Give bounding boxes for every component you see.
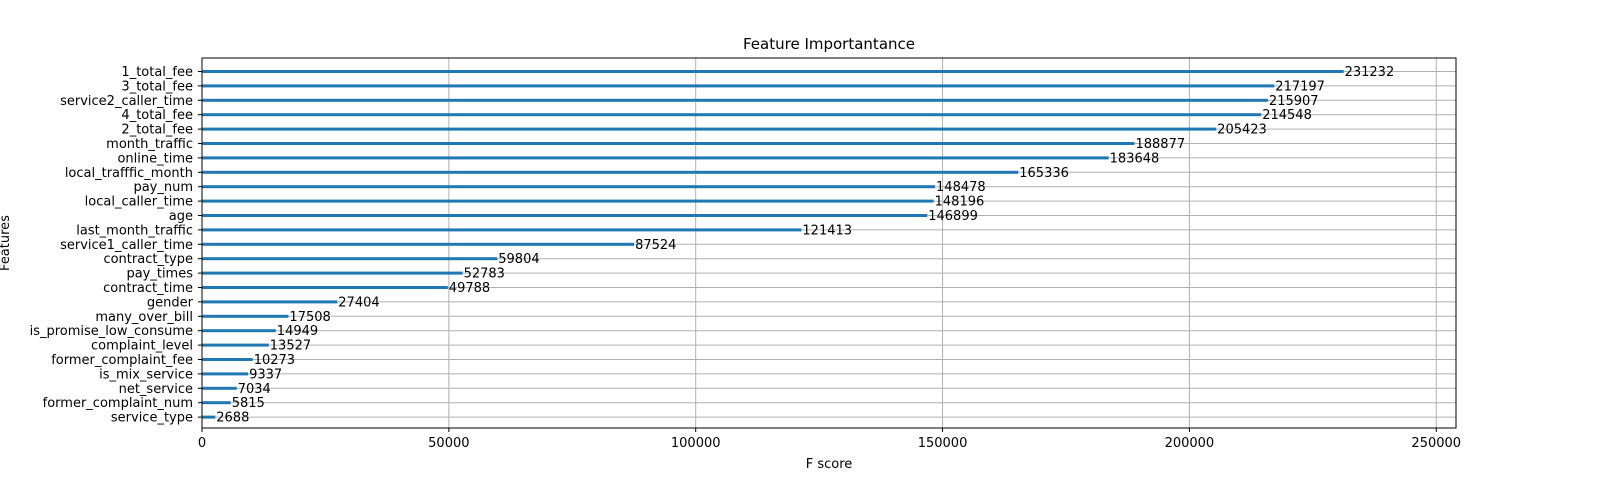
- y-tick-label: gender: [147, 295, 194, 310]
- y-axis: 1_total_fee3_total_feeservice2_caller_ti…: [30, 65, 202, 426]
- y-tick-label: is_promise_low_consume: [30, 324, 193, 339]
- chart-title: Feature Importantance: [743, 35, 915, 53]
- bar: [202, 199, 934, 203]
- x-tick-label: 0: [198, 436, 206, 451]
- data-label: 165336: [1019, 166, 1069, 181]
- bar: [202, 156, 1109, 160]
- x-tick-label: 50000: [428, 436, 469, 451]
- bar: [202, 329, 276, 333]
- data-label: 146899: [928, 209, 978, 224]
- y-tick-label: is_mix_service: [99, 367, 193, 382]
- data-label: 52783: [464, 267, 505, 282]
- x-axis: 0 50000 100000 150000 200000 250000: [198, 428, 1461, 451]
- bar: [202, 214, 928, 217]
- y-tick-label: local_caller_time: [85, 195, 193, 210]
- data-label: 217197: [1275, 79, 1325, 94]
- data-label: 27404: [338, 295, 379, 310]
- bar: [202, 228, 802, 232]
- data-label: 214548: [1262, 108, 1312, 123]
- data-label: 148196: [935, 195, 985, 210]
- data-label: 7034: [238, 382, 271, 397]
- y-tick-label: former_complaint_num: [43, 396, 193, 411]
- bar: [202, 242, 635, 246]
- y-tick-label: month_traffic: [106, 137, 193, 152]
- bar: [202, 372, 249, 376]
- bar: [202, 170, 1019, 174]
- bar: [202, 142, 1135, 145]
- data-label: 10273: [254, 353, 295, 368]
- y-tick-label: former_complaint_fee: [51, 353, 193, 368]
- data-label: 121413: [802, 223, 852, 238]
- y-tick-label: service2_caller_time: [60, 94, 193, 109]
- y-tick-label: many_over_bill: [95, 310, 193, 325]
- data-label: 17508: [289, 310, 330, 325]
- data-label: 183648: [1110, 151, 1160, 166]
- bar: [202, 127, 1217, 131]
- bar: [202, 314, 289, 318]
- y-tick-label: 1_total_fee: [121, 65, 193, 80]
- data-label: 188877: [1135, 137, 1185, 152]
- y-tick-label: online_time: [117, 151, 193, 166]
- bar: [202, 185, 936, 189]
- bar: [202, 286, 448, 289]
- data-label: 148478: [936, 180, 986, 195]
- bar: [202, 300, 338, 304]
- y-tick-label: service_type: [111, 411, 193, 426]
- bar: [202, 84, 1275, 88]
- x-tick-label: 150000: [918, 436, 968, 451]
- data-label: 2688: [216, 411, 249, 426]
- plot-frame: [201, 57, 1457, 429]
- y-tick-label: 3_total_fee: [121, 79, 193, 94]
- bar: [202, 70, 1344, 73]
- x-axis-label: F score: [806, 457, 853, 472]
- data-label: 231232: [1345, 65, 1395, 80]
- y-axis-label: Features: [0, 215, 13, 271]
- data-label: 5815: [232, 396, 265, 411]
- y-tick-label: complaint_level: [91, 339, 193, 354]
- y-tick-label: contract_type: [103, 252, 193, 267]
- bar: [202, 98, 1268, 102]
- y-tick-label: 4_total_fee: [121, 108, 193, 123]
- data-label: 59804: [498, 252, 539, 267]
- data-label: 14949: [277, 324, 318, 339]
- data-label: 13527: [270, 339, 311, 354]
- y-tick-label: pay_num: [133, 180, 193, 195]
- y-tick-label: net_service: [119, 382, 193, 397]
- x-tick-label: 100000: [671, 436, 721, 451]
- y-tick-label: service1_caller_time: [60, 238, 193, 253]
- data-label: 9337: [249, 367, 282, 382]
- data-label: 215907: [1269, 94, 1319, 109]
- y-tick-label: pay_times: [126, 267, 193, 282]
- bar: [202, 257, 498, 261]
- x-tick-label: 200000: [1165, 436, 1215, 451]
- bars: [202, 70, 1344, 419]
- bar: [202, 386, 237, 390]
- y-tick-label: contract_time: [103, 281, 193, 296]
- y-tick-label: last_month_traffic: [76, 223, 193, 238]
- bar: [202, 113, 1262, 117]
- x-tick-label: 250000: [1411, 436, 1461, 451]
- y-tick-label: local_trafffic_month: [65, 166, 193, 181]
- data-label: 205423: [1217, 123, 1267, 138]
- bar: [202, 271, 463, 275]
- bar: [202, 343, 269, 347]
- data-label: 49788: [449, 281, 490, 296]
- data-label: 87524: [635, 238, 676, 253]
- bar: [202, 358, 253, 361]
- bar: [202, 415, 216, 419]
- y-tick-label: 2_total_fee: [121, 123, 193, 138]
- bar: [202, 401, 231, 405]
- y-tick-label: age: [169, 209, 193, 224]
